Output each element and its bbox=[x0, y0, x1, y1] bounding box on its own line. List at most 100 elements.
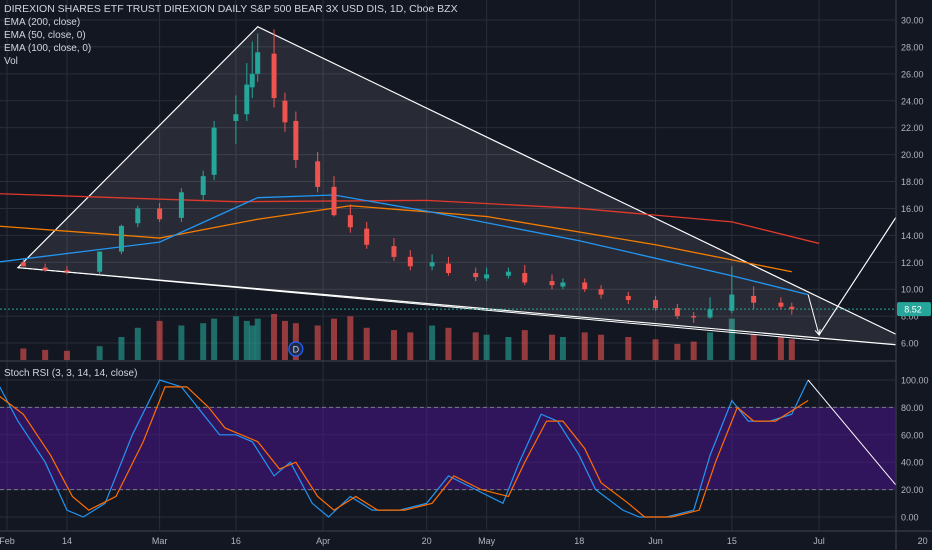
wedge-triangle bbox=[16, 26, 923, 348]
volume-bar bbox=[652, 339, 659, 360]
time-axis-tick: 20 bbox=[422, 536, 432, 546]
candle-body bbox=[729, 294, 735, 311]
price-axis-tick: 10.00 bbox=[901, 285, 924, 295]
candle-body bbox=[271, 53, 277, 99]
candle-body bbox=[653, 299, 659, 309]
candle-body bbox=[200, 176, 206, 195]
volume-bar bbox=[625, 337, 632, 360]
volume-bar bbox=[581, 332, 588, 360]
candle-body bbox=[522, 273, 528, 283]
candle-body bbox=[674, 308, 680, 317]
price-projection-down-arrow bbox=[807, 294, 820, 336]
time-axis-tick: Jul bbox=[813, 536, 825, 546]
volume-bar bbox=[63, 350, 70, 360]
price-axis-tick: 6.00 bbox=[901, 339, 919, 349]
volume-bar bbox=[20, 348, 27, 360]
legend-ema100[interactable]: EMA (100, close, 0) bbox=[4, 43, 92, 54]
candle-body bbox=[293, 120, 299, 160]
stoch-axis-tick: 60.00 bbox=[901, 430, 924, 440]
volume-bar bbox=[134, 327, 141, 360]
stoch-d-line bbox=[0, 386, 809, 518]
candle-body bbox=[20, 262, 26, 267]
volume-bar bbox=[254, 318, 261, 360]
price-axis-tick: 8.00 bbox=[901, 312, 919, 322]
candle-body bbox=[598, 289, 604, 295]
volume-bar bbox=[249, 325, 256, 360]
candle-body bbox=[135, 208, 141, 224]
candle-body bbox=[707, 309, 713, 318]
legend-ema50[interactable]: EMA (50, close, 0) bbox=[4, 30, 86, 41]
candle-body bbox=[751, 295, 757, 303]
candle-body bbox=[391, 246, 397, 257]
stoch-axis-tick: 80.00 bbox=[901, 403, 924, 413]
legend-volume[interactable]: Vol bbox=[4, 56, 18, 67]
time-axis-tick: 16 bbox=[231, 536, 241, 546]
price-axis-tick: 28.00 bbox=[901, 42, 924, 52]
time-axis-tick: 20 bbox=[918, 536, 928, 546]
dividend-marker-icon bbox=[288, 341, 304, 357]
volume-bar bbox=[178, 325, 185, 360]
candle-body bbox=[549, 281, 555, 286]
wedge-drawing bbox=[0, 26, 923, 348]
volume-bar bbox=[243, 320, 250, 360]
candle-body bbox=[347, 215, 353, 228]
price-axis-background bbox=[896, 0, 932, 550]
candle-body bbox=[233, 114, 239, 121]
stoch-rsi-label: Stoch RSI (3, 3, 14, 14, close) bbox=[4, 368, 138, 379]
volume-bar bbox=[347, 316, 354, 360]
price-axis-tick: 30.00 bbox=[901, 16, 924, 26]
candle-body bbox=[473, 273, 479, 278]
price-axis-tick: 12.00 bbox=[901, 258, 924, 268]
time-axis-tick: Jun bbox=[648, 536, 663, 546]
time-axis-tick: 18 bbox=[574, 536, 584, 546]
volume-bar bbox=[407, 332, 414, 360]
time-axis-tick: Feb bbox=[0, 536, 15, 546]
price-legend: DIREXION SHARES ETF TRUST DIREXION DAILY… bbox=[4, 3, 458, 68]
volume-bar bbox=[445, 327, 452, 360]
candle-body bbox=[244, 84, 250, 115]
price-axis-tick: 20.00 bbox=[901, 150, 924, 160]
candle-body bbox=[211, 127, 217, 175]
candlesticks: D bbox=[20, 29, 795, 357]
price-axis-tick: 26.00 bbox=[901, 69, 924, 79]
ema50-line bbox=[0, 194, 809, 296]
chart-title: DIREXION SHARES ETF TRUST DIREXION DAILY… bbox=[4, 3, 458, 15]
time-axis-tick: Apr bbox=[316, 536, 330, 546]
candle-body bbox=[407, 256, 413, 267]
time-axis-tick: May bbox=[478, 536, 496, 546]
volume-bar bbox=[314, 325, 321, 360]
candle-body bbox=[789, 306, 795, 310]
stoch-rsi-band bbox=[0, 406, 895, 491]
volume-bar bbox=[118, 337, 125, 360]
candle-body bbox=[331, 186, 337, 216]
volume-bar bbox=[200, 323, 207, 360]
stoch-rsi-lines bbox=[0, 379, 809, 518]
current-price-label: 8.52 bbox=[904, 305, 922, 315]
candle-body bbox=[118, 225, 124, 252]
volume-bar bbox=[281, 320, 288, 360]
volume-bar bbox=[549, 334, 555, 360]
stoch-axis-tick: 20.00 bbox=[901, 485, 924, 495]
stoch-rsi-legend[interactable]: Stoch RSI (3, 3, 14, 14, close) bbox=[4, 367, 137, 380]
volume-bar bbox=[690, 341, 697, 360]
volume-bar bbox=[707, 332, 714, 360]
candle-body bbox=[282, 100, 288, 123]
volume-bar bbox=[521, 330, 528, 360]
volume-bar bbox=[674, 343, 681, 360]
volume-bar bbox=[483, 334, 490, 360]
volume-bar bbox=[363, 327, 370, 360]
candle-body bbox=[560, 282, 566, 287]
current-price-badge bbox=[897, 302, 931, 317]
legend-ema200[interactable]: EMA (200, close) bbox=[4, 17, 81, 28]
ema200-line bbox=[0, 193, 820, 245]
volume-bar bbox=[42, 349, 49, 360]
volume-bar bbox=[598, 334, 605, 360]
support-line bbox=[17, 267, 820, 341]
volume-bar bbox=[271, 314, 278, 360]
volume-bar bbox=[211, 318, 218, 360]
volume-bar bbox=[390, 330, 397, 360]
candle-body bbox=[255, 52, 261, 74]
volume-bars bbox=[20, 314, 795, 360]
